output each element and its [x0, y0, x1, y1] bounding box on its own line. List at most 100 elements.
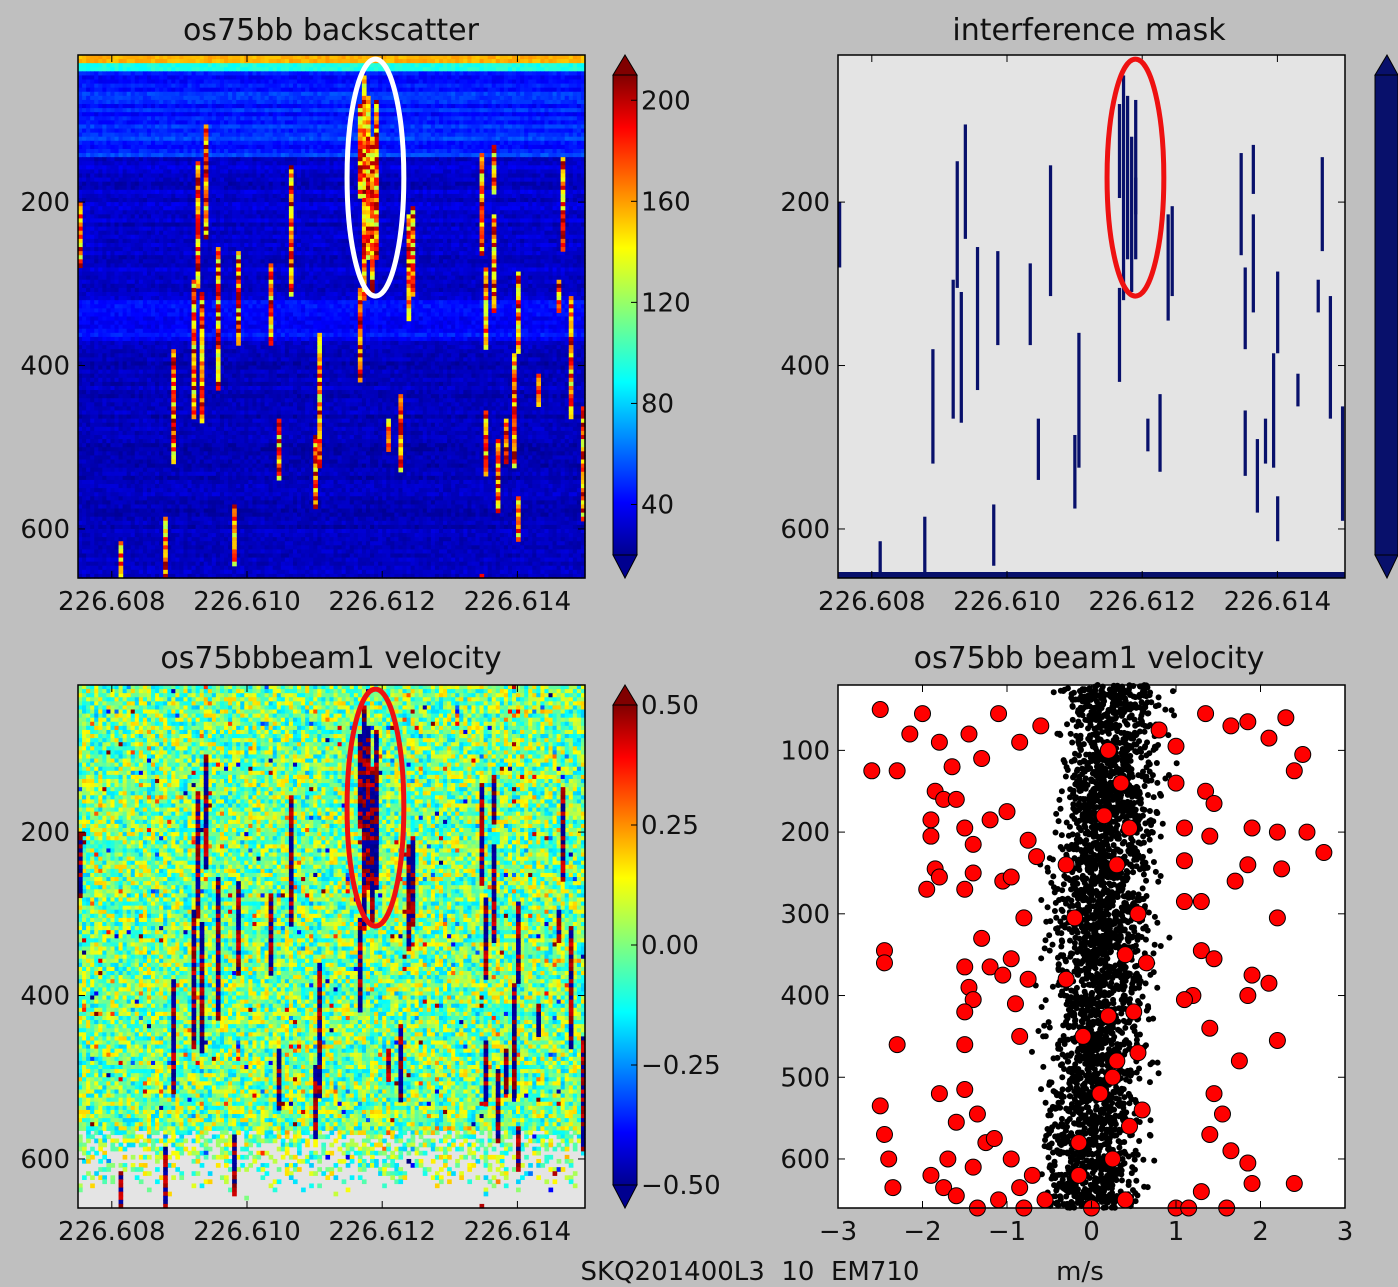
backscatter-cell — [252, 129, 257, 134]
backscatter-cell — [119, 59, 124, 64]
backscatter-cell — [123, 153, 128, 158]
backscatter-cell — [431, 133, 436, 138]
backscatter-cell — [115, 67, 120, 72]
backscatter-cell — [419, 137, 424, 142]
backscatter-cell — [212, 63, 217, 68]
backscatter-cell — [179, 157, 184, 162]
backscatter-cell — [565, 120, 570, 125]
backscatter-cell — [285, 80, 290, 85]
backscatter-cell — [273, 112, 278, 117]
backscatter-cell — [143, 145, 148, 150]
backscatter-cell — [228, 71, 233, 76]
backscatter-cell — [321, 194, 326, 199]
backscatter-cell — [415, 88, 420, 93]
backscatter-cell — [269, 161, 274, 166]
backscatter-cell — [94, 120, 99, 125]
backscatter-cell — [423, 104, 428, 109]
backscatter-cell — [475, 129, 480, 134]
backscatter-cell — [297, 104, 302, 109]
backscatter-cell — [301, 129, 306, 134]
backscatter-cell — [508, 153, 513, 158]
backscatter-cell — [261, 104, 266, 109]
backscatter-cell — [463, 80, 468, 85]
backscatter-cell — [179, 182, 184, 187]
backscatter-cell — [321, 71, 326, 76]
backscatter-cell — [208, 169, 213, 174]
backscatter-cell — [131, 157, 136, 162]
backscatter-cell — [419, 75, 424, 80]
backscatter-cell — [90, 161, 95, 166]
backscatter-cell — [467, 157, 472, 162]
backscatter-cell — [163, 100, 168, 105]
backscatter-cell — [516, 133, 521, 138]
backscatter-cell — [423, 116, 428, 121]
backscatter-cell — [188, 88, 193, 93]
backscatter-cell — [293, 108, 298, 113]
backscatter-cell — [135, 116, 140, 121]
backscatter-cell — [135, 124, 140, 129]
backscatter-cell — [313, 124, 318, 129]
backscatter-cell — [354, 194, 359, 199]
backscatter-cell — [431, 84, 436, 89]
backscatter-cell — [224, 161, 229, 166]
backscatter-cell — [82, 157, 87, 162]
backscatter-cell — [119, 165, 124, 170]
backscatter-cell — [188, 186, 193, 191]
backscatter-cell — [293, 120, 298, 125]
backscatter-cell — [463, 157, 468, 162]
backscatter-cell — [110, 59, 115, 64]
backscatter-cell — [577, 173, 582, 178]
backscatter-cell — [131, 112, 136, 117]
backscatter-cell — [338, 190, 343, 195]
backscatter-cell — [443, 145, 448, 150]
backscatter-cell — [354, 145, 359, 150]
backscatter-cell — [431, 178, 436, 183]
backscatter-cell — [419, 194, 424, 199]
backscatter-cell — [171, 169, 176, 174]
backscatter-cell — [419, 96, 424, 101]
backscatter-cell — [475, 194, 480, 199]
backscatter-cell — [240, 112, 245, 117]
backscatter-cell — [163, 75, 168, 80]
backscatter-cell — [163, 182, 168, 187]
backscatter-cell — [293, 67, 298, 72]
backscatter-cell — [131, 104, 136, 109]
backscatter-cell — [151, 75, 156, 80]
backscatter-cell — [394, 161, 399, 166]
backscatter-cell — [346, 84, 351, 89]
backscatter-cell — [423, 75, 428, 80]
backscatter-cell — [256, 124, 261, 129]
backscatter-cell — [143, 173, 148, 178]
backscatter-cell — [115, 202, 120, 207]
backscatter-cell — [512, 133, 517, 138]
backscatter-cell — [504, 194, 509, 199]
backscatter-cell — [484, 100, 489, 105]
backscatter-cell — [208, 157, 213, 162]
backscatter-cell — [151, 157, 156, 162]
backscatter-cell — [281, 149, 286, 154]
backscatter-cell — [317, 124, 322, 129]
backscatter-cell — [252, 96, 257, 101]
backscatter-cell — [305, 67, 310, 72]
backscatter-cell — [321, 92, 326, 97]
backscatter-cell — [147, 92, 152, 97]
backscatter-cell — [346, 75, 351, 80]
backscatter-cell — [224, 133, 229, 138]
backscatter-cell — [492, 194, 497, 199]
backscatter-cell — [492, 100, 497, 105]
backscatter-cell — [179, 116, 184, 121]
backscatter-cell — [151, 80, 156, 85]
backscatter-cell — [329, 108, 334, 113]
backscatter-cell — [577, 161, 582, 166]
backscatter-cell — [119, 104, 124, 109]
backscatter-cell — [155, 190, 160, 195]
backscatter-cell — [329, 182, 334, 187]
backscatter-cell — [536, 173, 541, 178]
backscatter-cell — [512, 157, 517, 162]
backscatter-cell — [175, 149, 180, 154]
backscatter-cell — [236, 84, 241, 89]
backscatter-cell — [98, 59, 103, 64]
backscatter-cell — [569, 71, 574, 76]
backscatter-cell — [309, 194, 314, 199]
